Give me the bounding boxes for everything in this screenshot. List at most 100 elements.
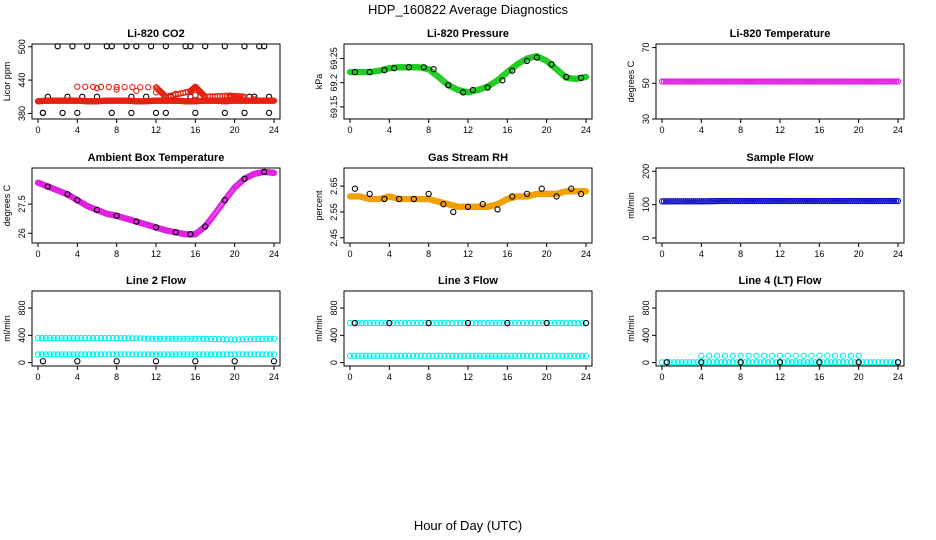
- data-point: [215, 351, 223, 358]
- y-tick-label: 800: [17, 301, 27, 316]
- data-point: [658, 78, 666, 85]
- data-point: [871, 359, 878, 366]
- data-point: [192, 358, 199, 365]
- y-tick-label: 0: [17, 360, 27, 365]
- data-point: [390, 352, 397, 359]
- data-point: [125, 351, 132, 358]
- data-point: [666, 78, 674, 85]
- data-point: [137, 84, 144, 91]
- data-point: [476, 319, 483, 327]
- data-point: [459, 89, 467, 96]
- y-tick-label: 400: [17, 328, 27, 343]
- data-point: [488, 352, 495, 359]
- series-sample-flow: [658, 197, 902, 205]
- data-point: [835, 197, 843, 205]
- data-point: [680, 78, 687, 85]
- data-point: [816, 352, 823, 359]
- data-point: [180, 335, 187, 342]
- y-tick-label: 0: [641, 360, 651, 365]
- data-point: [515, 352, 523, 359]
- data-point: [737, 359, 744, 366]
- data-point: [757, 78, 764, 85]
- data-point: [555, 319, 562, 327]
- data-point: [582, 319, 590, 327]
- data-point: [875, 359, 882, 366]
- data-point: [251, 351, 258, 358]
- data-point: [788, 78, 795, 85]
- data-point: [875, 197, 882, 205]
- data-point: [456, 352, 464, 359]
- data-point: [58, 351, 65, 358]
- data-point: [676, 198, 683, 205]
- data-point: [745, 352, 752, 359]
- data-point: [735, 78, 742, 85]
- chart-panel: Line 2 Flow 0 4 8 12 16 20 24 0 400 800 ml/min: [2, 275, 281, 382]
- data-point: [824, 352, 831, 359]
- data-point: [437, 319, 444, 327]
- data-point: [865, 197, 872, 205]
- data-point: [820, 78, 827, 85]
- data-point: [207, 351, 215, 358]
- x-tick-label: 12: [775, 372, 785, 382]
- data-point: [192, 351, 199, 358]
- data-point: [782, 197, 790, 205]
- data-point: [472, 352, 480, 359]
- data-point: [46, 351, 53, 358]
- data-point: [776, 352, 784, 359]
- data-point: [829, 78, 837, 85]
- data-point: [829, 197, 837, 205]
- series-line3-black: [351, 319, 590, 327]
- x-tick-label: 24: [581, 249, 591, 259]
- x-tick-label: 20: [230, 125, 240, 135]
- data-point: [496, 352, 503, 359]
- data-point: [270, 169, 278, 177]
- data-point: [192, 335, 199, 342]
- data-point: [851, 197, 858, 205]
- y-tick-label: 800: [641, 301, 651, 316]
- data-point: [698, 78, 705, 85]
- data-point: [62, 351, 69, 358]
- chart-title: Line 4 (LT) Flow: [739, 275, 822, 287]
- data-point: [770, 78, 778, 85]
- data-point: [800, 352, 807, 359]
- data-point: [262, 351, 270, 358]
- data-point: [453, 319, 460, 327]
- data-point: [527, 352, 535, 359]
- x-tick-label: 8: [738, 125, 743, 135]
- data-point: [692, 198, 699, 205]
- data-point: [460, 352, 468, 359]
- data-point: [741, 78, 748, 85]
- data-point: [266, 351, 274, 358]
- data-point: [745, 359, 752, 366]
- data-point: [774, 78, 782, 85]
- x-tick-label: 0: [35, 249, 40, 259]
- data-point: [855, 359, 862, 366]
- data-point: [814, 78, 821, 85]
- x-tick-label: 8: [114, 249, 119, 259]
- data-point: [144, 351, 152, 358]
- data-point: [721, 359, 729, 366]
- x-tick-label: 0: [35, 372, 40, 382]
- data-point: [270, 97, 278, 104]
- y-tick-label: 50: [641, 78, 651, 88]
- data-point: [523, 352, 531, 359]
- data-point: [668, 78, 675, 85]
- y-tick-label: 100: [641, 197, 651, 212]
- data-point: [737, 78, 744, 85]
- data-point: [723, 78, 731, 85]
- data-point: [148, 351, 156, 358]
- data-point: [46, 334, 53, 342]
- series-rh-black: [351, 185, 585, 216]
- data-point: [571, 352, 578, 359]
- data-point: [841, 197, 849, 205]
- data-point: [753, 197, 760, 205]
- x-tick-label: 8: [738, 249, 743, 259]
- data-point: [121, 335, 128, 342]
- data-point: [743, 78, 750, 85]
- data-point: [133, 87, 140, 95]
- data-point: [417, 352, 424, 359]
- data-point: [674, 359, 681, 366]
- data-point: [121, 351, 128, 358]
- data-point: [674, 198, 681, 205]
- data-point: [441, 352, 448, 359]
